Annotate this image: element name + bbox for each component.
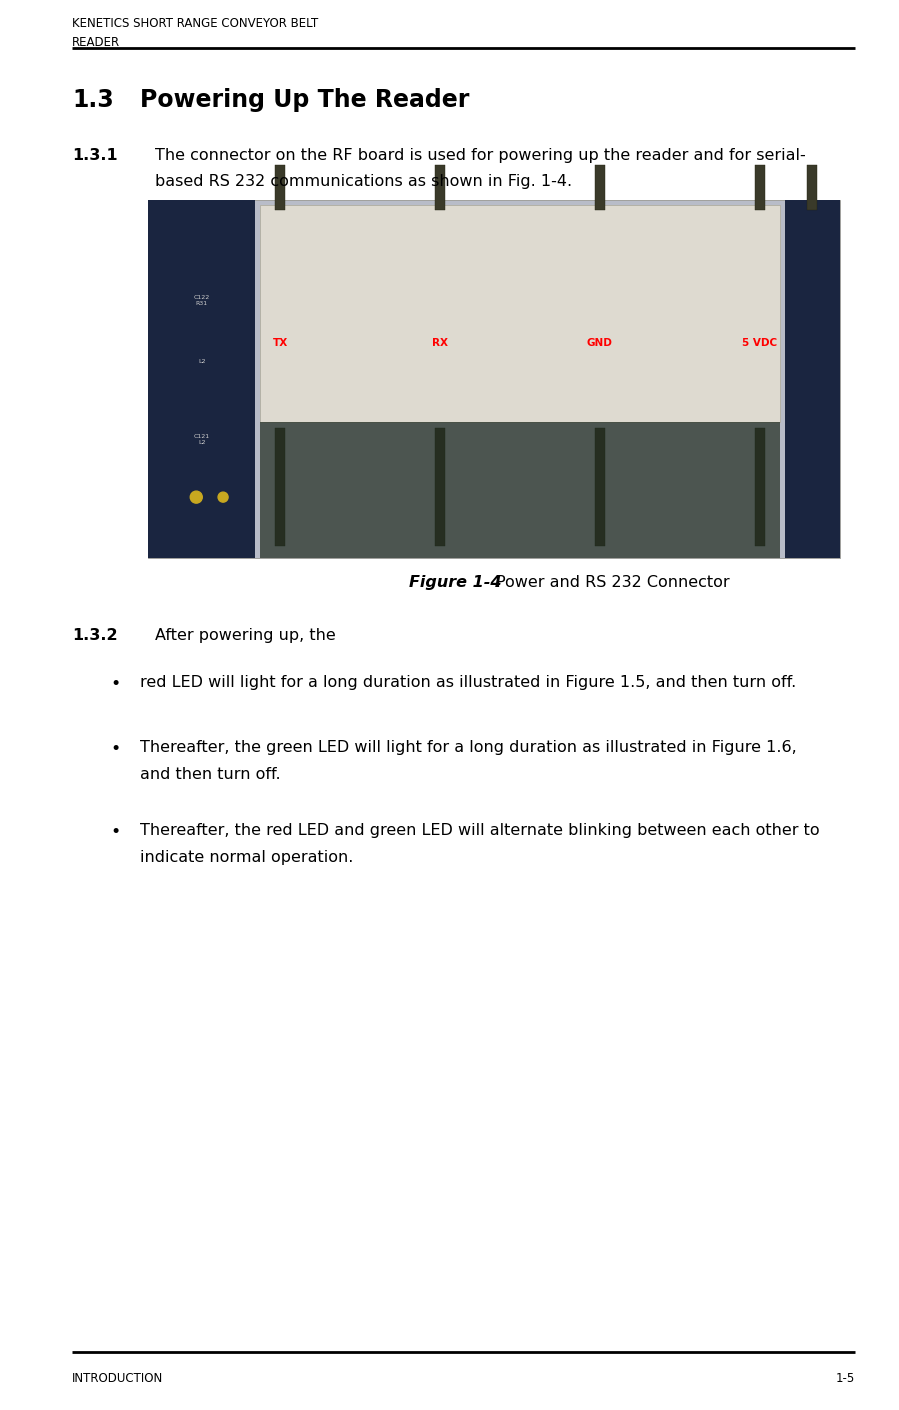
Text: 1.3: 1.3 (72, 87, 114, 111)
Bar (260, 422, 779, 558)
Bar (754, 165, 765, 210)
Bar (595, 165, 605, 210)
Text: C122
R31: C122 R31 (193, 295, 209, 306)
Text: READER: READER (72, 37, 120, 49)
Text: •: • (110, 823, 120, 840)
Text: KENETICS SHORT RANGE CONVEYOR BELT: KENETICS SHORT RANGE CONVEYOR BELT (72, 17, 318, 30)
Bar (807, 165, 817, 210)
Text: and then turn off.: and then turn off. (140, 767, 280, 783)
Text: INTRODUCTION: INTRODUCTION (72, 1372, 164, 1385)
Bar (148, 200, 255, 558)
Text: TX: TX (272, 338, 288, 348)
Text: GND: GND (587, 338, 613, 348)
Bar (435, 165, 445, 210)
Bar (435, 429, 445, 546)
Text: Figure 1-4: Figure 1-4 (409, 575, 502, 589)
Bar (148, 200, 840, 558)
Text: •: • (110, 740, 120, 759)
Text: Thereafter, the red LED and green LED will alternate blinking between each other: Thereafter, the red LED and green LED wi… (140, 823, 820, 838)
Bar (260, 204, 779, 422)
Bar (754, 429, 765, 546)
Circle shape (191, 491, 202, 503)
Text: based RS 232 communications as shown in Fig. 1-4.: based RS 232 communications as shown in … (155, 173, 572, 189)
Text: RX: RX (432, 338, 448, 348)
Bar (595, 429, 605, 546)
Bar (275, 165, 285, 210)
Text: L2: L2 (198, 358, 205, 364)
Circle shape (218, 492, 228, 502)
Text: •: • (110, 675, 120, 692)
Text: 1.3.1: 1.3.1 (72, 148, 118, 164)
Text: Powering Up The Reader: Powering Up The Reader (140, 87, 469, 111)
Bar (785, 200, 840, 558)
Text: 1-5: 1-5 (836, 1372, 855, 1385)
Text: After powering up, the: After powering up, the (155, 627, 335, 643)
Text: C121
L2: C121 L2 (193, 434, 209, 446)
Text: The connector on the RF board is used for powering up the reader and for serial-: The connector on the RF board is used fo… (155, 148, 806, 164)
Text: 1.3.2: 1.3.2 (72, 627, 118, 643)
Text: Thereafter, the green LED will light for a long duration as illustrated in Figur: Thereafter, the green LED will light for… (140, 740, 797, 754)
Text: red LED will light for a long duration as illustrated in Figure 1.5, and then tu: red LED will light for a long duration a… (140, 675, 797, 689)
Bar (275, 429, 285, 546)
Text: indicate normal operation.: indicate normal operation. (140, 850, 353, 864)
Text: 5 VDC: 5 VDC (742, 338, 778, 348)
Text: Power and RS 232 Connector: Power and RS 232 Connector (496, 575, 730, 589)
